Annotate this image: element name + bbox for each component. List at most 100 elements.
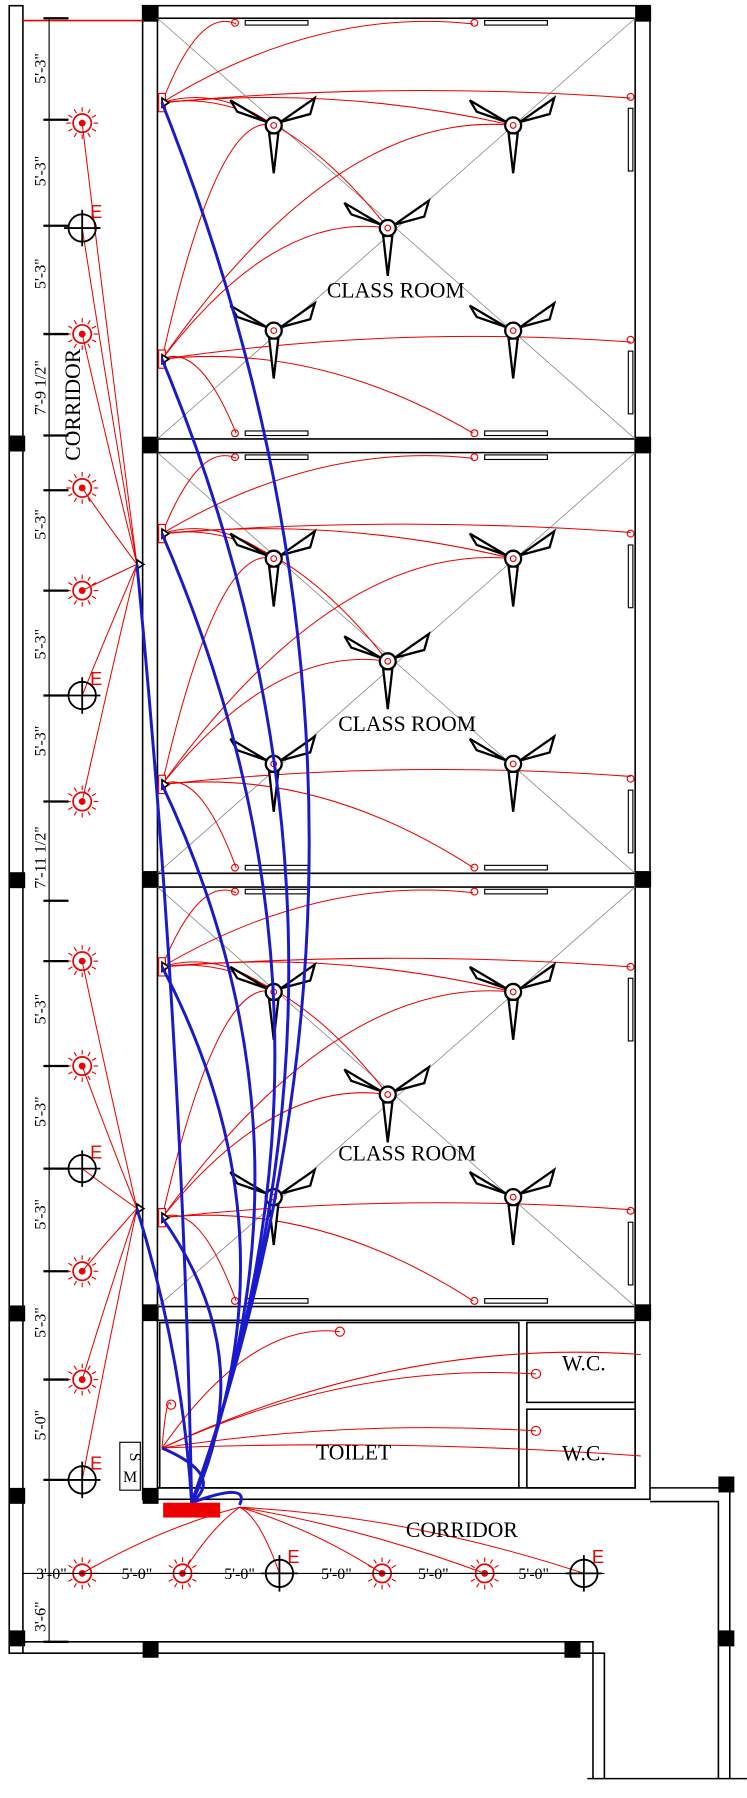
light-ray <box>387 1559 391 1564</box>
light-ray <box>73 1582 77 1588</box>
light-ray <box>91 793 97 797</box>
light-ray <box>91 966 97 970</box>
ceiling-fan <box>343 1064 431 1143</box>
ceiling-fan <box>468 95 557 174</box>
fan-hub <box>509 1193 517 1201</box>
tube-light <box>627 1221 634 1286</box>
corridor-wall <box>22 1652 606 1779</box>
wall-outlet <box>626 774 635 783</box>
light-ray <box>73 787 77 792</box>
wire <box>161 961 275 993</box>
wire <box>161 889 474 968</box>
column <box>635 5 652 22</box>
tube-light <box>244 1298 309 1304</box>
dimension-label: 5'-3" <box>33 994 50 1025</box>
light <box>78 587 86 595</box>
wire <box>161 557 514 785</box>
wire <box>161 123 514 360</box>
light-ray <box>68 952 73 956</box>
fan-blade <box>279 95 317 124</box>
ceiling-fan <box>468 528 557 607</box>
fan-blade <box>267 132 280 174</box>
wire <box>81 1208 138 1272</box>
wire <box>161 1202 631 1219</box>
light <box>72 1056 93 1077</box>
wall-outlet <box>626 335 635 344</box>
wire <box>161 355 237 434</box>
column <box>635 871 652 888</box>
wall-outlet <box>230 887 239 896</box>
wall-outlet <box>230 18 239 27</box>
light-ray <box>187 1559 192 1564</box>
light-ray <box>470 1578 476 1582</box>
light-ray <box>87 1365 91 1370</box>
wire <box>239 1506 485 1574</box>
ceiling-fan <box>229 528 317 607</box>
light-ray <box>367 1564 373 1569</box>
wire <box>81 564 138 802</box>
wire <box>161 961 514 993</box>
wire <box>161 658 388 785</box>
wire <box>161 97 275 126</box>
tube-light <box>244 888 309 895</box>
fan-blade <box>229 965 268 990</box>
light-ray <box>68 1071 73 1075</box>
light-ray <box>68 806 73 810</box>
light-ray <box>87 343 91 349</box>
conduit <box>161 1446 205 1504</box>
dimension-label: 5'-3" <box>33 53 50 84</box>
fan-hub <box>270 327 278 335</box>
light-ray <box>168 1578 173 1582</box>
wire <box>81 123 138 565</box>
light-ray <box>87 1280 91 1286</box>
wire <box>161 1214 474 1302</box>
wire <box>81 1065 138 1209</box>
wall-outlet <box>470 18 479 27</box>
tube-light <box>484 888 548 895</box>
dimension-label: 5'-0" <box>518 1566 549 1583</box>
light-ray <box>73 1257 77 1262</box>
light-ray <box>68 1371 73 1375</box>
wire <box>161 123 274 360</box>
light-ray <box>87 319 91 325</box>
dimension-label: 3'-0" <box>36 1566 67 1583</box>
column <box>635 436 652 453</box>
light-ray <box>91 114 97 118</box>
socket-label: E <box>287 1546 299 1567</box>
light-ray <box>68 1384 73 1389</box>
tube-light <box>484 454 548 461</box>
light-ray <box>373 1582 377 1588</box>
ceiling-fan <box>229 95 317 174</box>
toilet-light <box>530 1368 542 1379</box>
light-point <box>66 1050 99 1082</box>
light-ray <box>489 1559 494 1564</box>
wall-outlet <box>626 962 635 971</box>
fan-hub <box>504 754 523 774</box>
wire <box>161 781 237 868</box>
light-ray <box>68 325 73 329</box>
fan-blade <box>229 532 268 557</box>
wire <box>161 90 631 104</box>
toilet-light <box>334 1326 345 1337</box>
wire <box>161 455 237 534</box>
tube-light <box>244 454 309 461</box>
fan-hub <box>509 327 517 335</box>
dimension-label: 7'-11 1/2" <box>33 826 50 888</box>
wall-outlet <box>626 92 635 101</box>
light <box>78 484 86 492</box>
fan-blade <box>279 1167 317 1195</box>
light-ray <box>91 1371 97 1375</box>
columns <box>9 5 735 1658</box>
light-point <box>66 574 99 607</box>
fan-blade <box>519 961 557 990</box>
fan-blade <box>343 1068 382 1093</box>
fan-hub <box>504 549 523 568</box>
wall-outlet <box>626 529 635 538</box>
wire <box>161 20 237 103</box>
wall-outlet <box>470 429 479 438</box>
tube-light <box>484 864 548 871</box>
socket-label: E <box>90 201 102 222</box>
light-ray <box>73 343 77 349</box>
dimension-label: 5'-3" <box>33 726 50 757</box>
